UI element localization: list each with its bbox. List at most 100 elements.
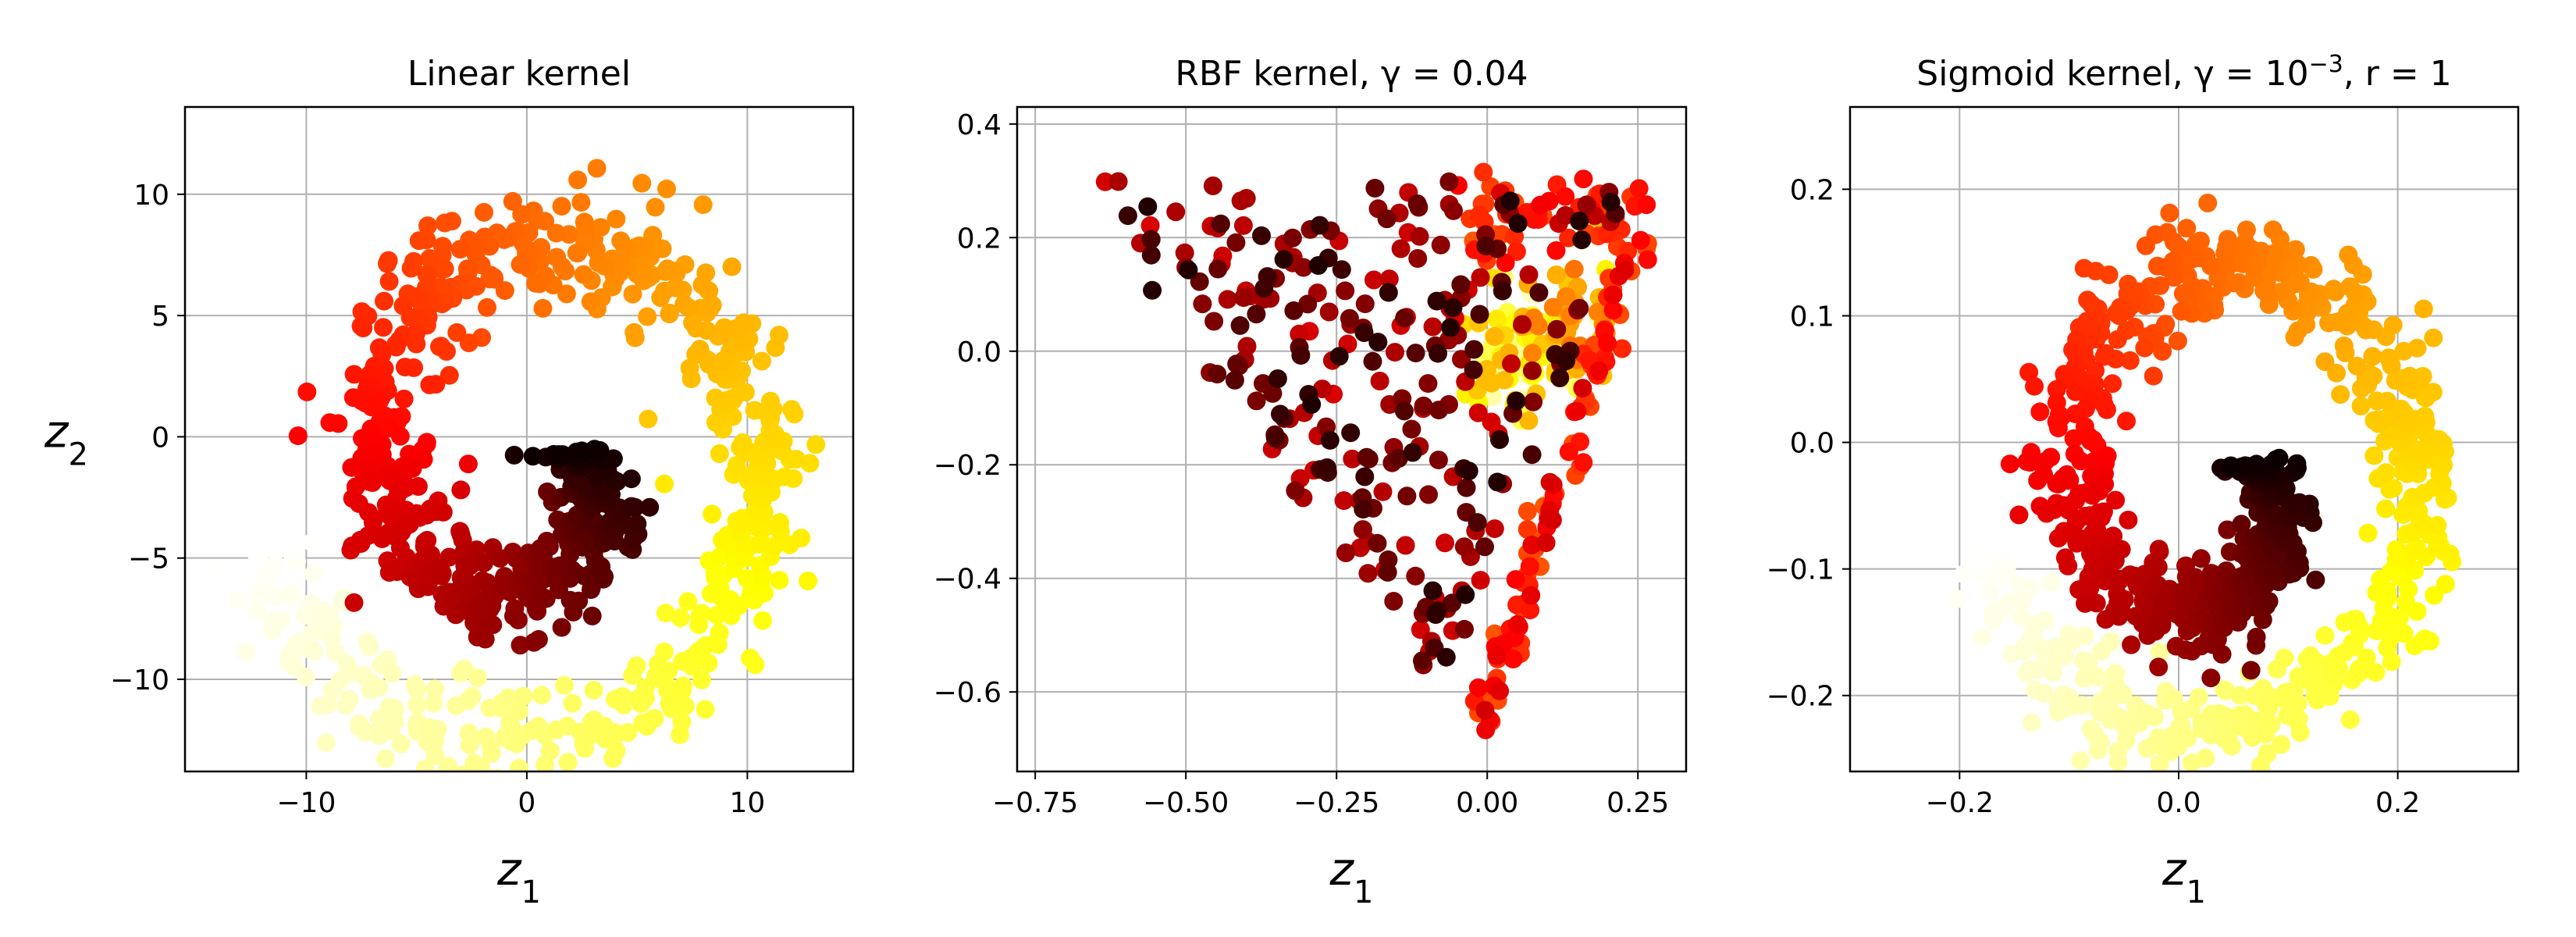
scatter-point: [2144, 366, 2163, 386]
y-tick-label: 10: [133, 180, 169, 212]
scatter-point: [1474, 162, 1493, 182]
scatter-point: [2135, 338, 2154, 358]
scatter-point: [509, 758, 528, 771]
scatter-point: [1464, 340, 1484, 359]
scatter-point: [265, 587, 285, 607]
scatter-point: [1631, 230, 1650, 250]
scatter-point: [1334, 491, 1354, 511]
scatter-point: [247, 600, 267, 619]
scatter-point: [1493, 281, 1512, 301]
scatter-point: [1973, 628, 1992, 647]
y-tick-label: −5: [128, 543, 169, 575]
scatter-point: [2113, 685, 2133, 704]
scatter-point: [1406, 566, 1425, 586]
scatter-point: [1521, 586, 1541, 605]
scatter-point: [1615, 260, 1635, 280]
scatter-point: [2300, 494, 2319, 514]
scatter-point: [1503, 650, 1523, 669]
scatter-point: [799, 572, 818, 590]
scatter-point: [1487, 309, 1507, 329]
scatter-point: [288, 426, 308, 446]
scatter-point: [574, 265, 593, 284]
scatter-point: [1451, 275, 1471, 294]
scatter-point: [1431, 235, 1450, 255]
scatter-point: [658, 259, 677, 279]
scatter-point: [692, 604, 712, 623]
scatter-point: [1601, 192, 1621, 212]
scatter-point: [2241, 661, 2261, 680]
scatter-point: [770, 326, 788, 345]
scatter-point: [2119, 511, 2138, 529]
scatter-point: [1284, 301, 1304, 320]
scatter-point: [2421, 632, 2440, 651]
scatter-point: [1488, 472, 1507, 492]
scatter-point: [401, 258, 421, 278]
scatter-point: [409, 231, 429, 251]
scatter-point: [2044, 663, 2063, 682]
scatter-point: [1546, 240, 1566, 260]
scatter-point: [587, 159, 607, 178]
scatter-point: [1429, 401, 1449, 420]
scatter-point: [1427, 291, 1446, 311]
scatter-point: [2168, 331, 2187, 351]
scatter-point: [1363, 351, 1382, 371]
scatter-point: [1364, 270, 1383, 290]
x-tick-label: −0.75: [992, 787, 1078, 819]
scatter-point: [2236, 220, 2256, 240]
scatter-point: [2289, 709, 2308, 729]
scatter-point: [1517, 520, 1537, 539]
scatter-point: [354, 319, 373, 337]
axis-ticks: −10 0 10 10 5 0 −5 −10: [110, 180, 765, 819]
scatter-point: [2272, 735, 2291, 754]
scatter-point: [1291, 346, 1311, 365]
scatter-point: [703, 504, 722, 524]
scatter-point: [2222, 736, 2241, 756]
scatter-point: [770, 571, 789, 590]
scatter-point: [640, 497, 660, 517]
scatter-point: [1247, 305, 1266, 324]
scatter-point: [1208, 259, 1228, 279]
scatter-point: [450, 240, 470, 259]
scatter-point: [1193, 294, 1212, 314]
scatter-point: [435, 213, 454, 233]
scatter-point: [2012, 591, 2032, 611]
scatter-point: [1407, 194, 1427, 213]
scatter-point: [2080, 579, 2100, 598]
scatter-point: [430, 337, 449, 356]
scatter-point: [1329, 347, 1349, 366]
scatter-point: [2048, 419, 2068, 438]
scatter-point: [1423, 317, 1443, 337]
scatter-point: [2306, 570, 2325, 590]
scatter-point: [2028, 660, 2048, 679]
scatter-point: [2083, 486, 2102, 505]
scatter-point: [1564, 259, 1584, 279]
scatter-point: [2254, 281, 2274, 301]
x-tick-label: 0.0: [2156, 787, 2201, 819]
scatter-point: [382, 721, 400, 739]
scatter-point: [581, 292, 600, 312]
scatter-point: [2247, 454, 2266, 474]
scatter-point: [2334, 336, 2354, 355]
scatter-point: [326, 643, 345, 662]
scatter-point: [2423, 383, 2443, 402]
scatter-point: [1263, 383, 1283, 403]
scatter-point: [2331, 385, 2350, 404]
scatter-point: [369, 678, 389, 697]
scatter-point: [468, 668, 487, 688]
scatter-point: [295, 606, 315, 625]
scatter-point: [1520, 557, 1539, 576]
scatter-point: [407, 695, 427, 714]
scatter-point: [737, 568, 756, 588]
scatter-point: [741, 648, 760, 668]
scatter-point: [417, 265, 436, 284]
scatter-point: [1954, 565, 1973, 584]
scatter-point: [1468, 678, 1488, 697]
scatter-point: [1341, 423, 1361, 443]
x-tick-label: 0.00: [1456, 787, 1518, 819]
scatter-point: [582, 606, 602, 625]
scatter-point: [2065, 382, 2085, 401]
scatter-point: [1226, 233, 1246, 252]
scatter-point: [552, 618, 571, 637]
scatter-point: [714, 318, 734, 337]
scatter-point: [2221, 456, 2240, 476]
